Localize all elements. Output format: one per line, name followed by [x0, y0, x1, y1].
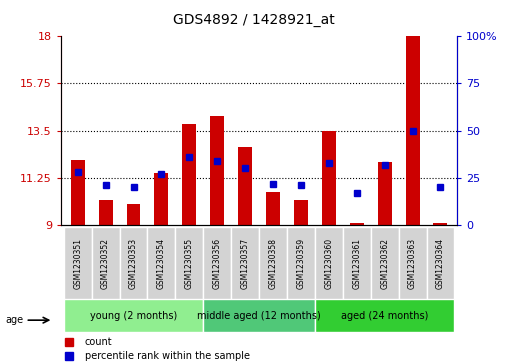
Bar [294, 200, 308, 225]
Bar [126, 204, 141, 225]
Bar [175, 227, 203, 299]
Bar [371, 227, 399, 299]
Bar [427, 227, 455, 299]
Text: GSM1230351: GSM1230351 [73, 238, 82, 289]
Bar [238, 147, 252, 225]
Bar [433, 223, 448, 225]
Bar [266, 192, 280, 225]
Bar [154, 173, 168, 225]
Text: GSM1230353: GSM1230353 [129, 238, 138, 289]
Bar [210, 116, 224, 225]
Text: percentile rank within the sample: percentile rank within the sample [85, 351, 250, 361]
Bar [315, 299, 455, 332]
Text: GSM1230360: GSM1230360 [324, 238, 333, 289]
Text: count: count [85, 337, 112, 347]
Bar [377, 162, 392, 225]
Bar [203, 227, 231, 299]
Text: GSM1230355: GSM1230355 [185, 238, 194, 289]
Bar [322, 131, 336, 225]
Text: GSM1230363: GSM1230363 [408, 238, 417, 289]
Bar [64, 299, 203, 332]
Text: GSM1230354: GSM1230354 [157, 238, 166, 289]
Text: GSM1230352: GSM1230352 [101, 238, 110, 289]
Text: young (2 months): young (2 months) [90, 311, 177, 321]
Text: GSM1230362: GSM1230362 [380, 238, 389, 289]
Bar [231, 227, 259, 299]
Bar [182, 125, 196, 225]
Bar [99, 200, 113, 225]
Text: GSM1230361: GSM1230361 [352, 238, 361, 289]
Bar [119, 227, 147, 299]
Bar [71, 160, 85, 225]
Text: GDS4892 / 1428921_at: GDS4892 / 1428921_at [173, 13, 335, 27]
Bar [350, 223, 364, 225]
Text: GSM1230359: GSM1230359 [297, 238, 305, 289]
Bar [147, 227, 175, 299]
Text: GSM1230358: GSM1230358 [269, 238, 277, 289]
Bar [203, 299, 315, 332]
Text: GSM1230357: GSM1230357 [241, 238, 249, 289]
Text: middle aged (12 months): middle aged (12 months) [197, 311, 321, 321]
Text: aged (24 months): aged (24 months) [341, 311, 428, 321]
Bar [315, 227, 343, 299]
Bar [287, 227, 315, 299]
Bar [343, 227, 371, 299]
Bar [405, 36, 420, 225]
Bar [64, 227, 91, 299]
Bar [91, 227, 119, 299]
Text: GSM1230364: GSM1230364 [436, 238, 445, 289]
Text: GSM1230356: GSM1230356 [213, 238, 221, 289]
Text: age: age [5, 315, 23, 325]
Bar [399, 227, 427, 299]
Bar [259, 227, 287, 299]
